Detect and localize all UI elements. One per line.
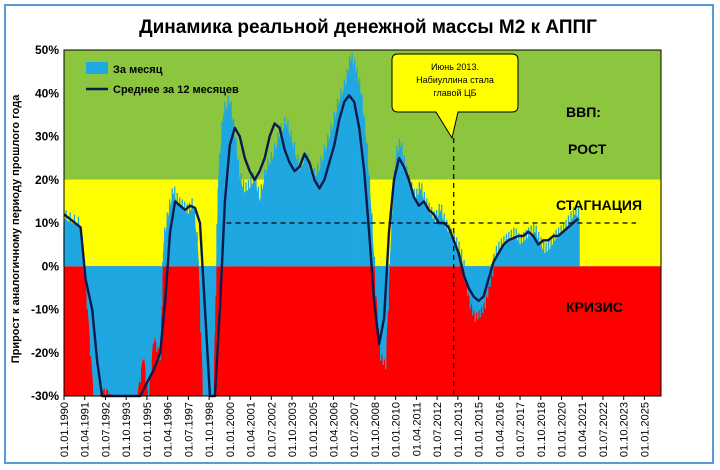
- x-tick-label: 01.07.1992: [100, 402, 112, 457]
- x-tick-label: 01.04.1996: [163, 402, 175, 457]
- monthly-area: [63, 52, 580, 396]
- plot-border: [63, 49, 662, 397]
- x-tick-label: 01.04.2001: [246, 402, 258, 457]
- x-tick-label: 01.01.2020: [557, 402, 569, 457]
- x-tick-label: 01.01.1990: [59, 402, 71, 457]
- chart: Динамика реальной денежной массы М2 к АП…: [10, 17, 662, 457]
- chart-title: Динамика реальной денежной массы М2 к АП…: [139, 17, 597, 38]
- x-tick-label: 01.04.2006: [328, 402, 340, 457]
- y-tick-label: 30%: [35, 130, 59, 144]
- legend-label-monthly: За месяц: [113, 64, 163, 76]
- series-average-line: [63, 94, 579, 398]
- x-tick-label: 01.07.2002: [266, 402, 278, 457]
- reference-lines: [226, 138, 637, 396]
- x-tick-label: 01.01.2025: [639, 402, 651, 457]
- legend-swatch-monthly: [86, 62, 108, 74]
- zone-label-crisis: КРИЗИС: [566, 299, 623, 315]
- zone-label-vvp: ВВП:: [566, 104, 601, 120]
- y-axis-ticks: 50% 40% 30% 20% 10% 0% -10% -20% -30%: [31, 43, 59, 403]
- x-tick-label: 01.10.2003: [287, 402, 299, 457]
- x-tick-label: 01.10.1998: [204, 402, 216, 457]
- x-tick-label: 01.04.2011: [411, 402, 423, 456]
- x-tick-label: 01.10.2013: [453, 402, 465, 457]
- zone-labels: ВВП: РОСТ СТАГНАЦИЯ КРИЗИС: [556, 104, 642, 315]
- callout-line-1: Июнь 2013.: [431, 62, 479, 72]
- x-tick-label: 01.10.1993: [121, 402, 133, 457]
- y-tick-label: 10%: [35, 216, 59, 230]
- zone-label-rost: РОСТ: [568, 141, 607, 157]
- legend: За месяц Среднее за 12 месяцев: [86, 62, 239, 96]
- average-line: [63, 94, 579, 398]
- x-tick-label: 01.01.2015: [474, 402, 486, 457]
- x-tick-label: 01.01.2000: [225, 402, 237, 457]
- x-tick-label: 01.04.1991: [80, 402, 92, 457]
- y-tick-label: 40%: [35, 86, 59, 100]
- chart-frame: Динамика реальной денежной массы М2 к АП…: [4, 4, 714, 464]
- y-tick-label: -30%: [31, 389, 59, 403]
- legend-label-average: Среднее за 12 месяцев: [113, 84, 239, 96]
- x-tick-label: 01.10.2018: [536, 402, 548, 457]
- y-tick-label: 50%: [35, 43, 59, 57]
- y-tick-label: 20%: [35, 173, 59, 187]
- x-tick-label: 01.04.2021: [577, 402, 589, 457]
- x-tick-label: 01.01.2010: [391, 402, 403, 457]
- x-axis-ticks: 01.01.1990 01.04.1991 01.07.1992 01.10.1993…: [59, 49, 662, 457]
- x-tick-label: 01.07.2022: [598, 402, 610, 457]
- zone-label-stagnation: СТАГНАЦИЯ: [556, 197, 642, 213]
- y-axis-label: Прирост к аналогичному периоду прошлого …: [10, 94, 22, 363]
- callout-annotation: Июнь 2013. Набиуллина стала главой ЦБ: [391, 53, 519, 140]
- callout-line-2: Набиуллина стала: [416, 75, 494, 85]
- x-tick-label: 01.01.1995: [142, 402, 154, 457]
- x-tick-label: 01.07.1997: [183, 402, 195, 457]
- x-tick-label: 01.07.2017: [515, 402, 527, 457]
- x-tick-label: 01.01.2005: [308, 402, 320, 457]
- callout-box: [391, 53, 519, 140]
- y-tick-label: -20%: [31, 346, 59, 360]
- y-tick-label: 0%: [42, 259, 60, 273]
- y-tick-label: -10%: [31, 303, 59, 317]
- zone-band-3: [64, 266, 661, 396]
- series-monthly-area: [64, 58, 580, 396]
- x-tick-label: 01.07.2007: [349, 402, 361, 457]
- x-tick-label: 01.07.2012: [432, 402, 444, 457]
- x-tick-label: 01.10.2008: [370, 402, 382, 457]
- callout-line-3: главой ЦБ: [433, 88, 476, 98]
- x-tick-label: 01.10.2023: [619, 402, 631, 457]
- x-tick-label: 01.04.2016: [494, 402, 506, 457]
